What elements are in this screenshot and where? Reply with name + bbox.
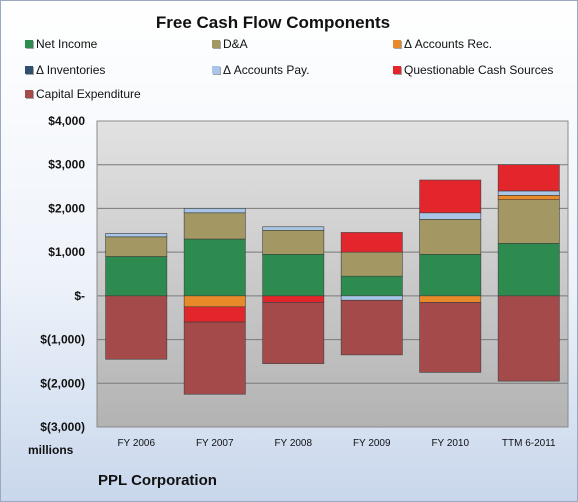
- y-tick-label: $3,000: [48, 158, 85, 172]
- bar-segment: [340, 275, 403, 297]
- bar-segment: [419, 212, 482, 220]
- bar-segment: [183, 306, 246, 323]
- legend-item-capital-expenditure: Capital Expenditure: [25, 87, 141, 101]
- bar-segment: [262, 302, 325, 364]
- legend-swatch: [25, 40, 33, 48]
- bar-segment: [419, 254, 482, 297]
- bar-segment: [419, 295, 482, 303]
- bar-segment: [419, 219, 482, 255]
- chart-legend: Net Income D&A Δ Accounts Rec. Δ Invento…: [0, 0, 578, 110]
- legend-item-accounts-rec: Δ Accounts Rec.: [393, 37, 492, 51]
- legend-label: Questionable Cash Sources: [404, 63, 554, 77]
- plot-area: [97, 121, 568, 427]
- bar-segment: [340, 232, 403, 253]
- x-tick-label: FY 2006: [117, 438, 155, 449]
- bar-segment: [183, 238, 246, 297]
- bar-segment: [262, 229, 325, 255]
- legend-label: Δ Accounts Pay.: [223, 63, 310, 77]
- bar-segment: [183, 212, 246, 240]
- bar-segment: [419, 302, 482, 373]
- bar-segment: [497, 190, 560, 196]
- bar-segment: [183, 208, 246, 214]
- y-tick-label: $(3,000): [40, 420, 85, 434]
- bar-segment: [497, 243, 560, 297]
- legend-item-accounts-pay: Δ Accounts Pay.: [212, 63, 310, 77]
- bar-segment: [340, 295, 403, 301]
- legend-item-da: D&A: [212, 37, 248, 51]
- legend-swatch: [393, 40, 401, 48]
- x-tick-label: FY 2009: [353, 438, 391, 449]
- legend-swatch: [25, 90, 33, 98]
- y-tick-label: $(1,000): [40, 333, 85, 347]
- x-tick-label: FY 2010: [431, 438, 469, 449]
- legend-swatch: [393, 66, 401, 74]
- bar-segment: [497, 295, 560, 382]
- legend-label: Capital Expenditure: [36, 87, 141, 101]
- bar-segment: [105, 233, 168, 238]
- company-name: PPL Corporation: [98, 472, 217, 489]
- legend-label: Δ Inventories: [36, 63, 106, 77]
- y-tick-label: $-: [74, 289, 85, 303]
- legend-label: D&A: [223, 37, 248, 51]
- unit-label: millions: [28, 443, 74, 457]
- legend-swatch: [212, 40, 220, 48]
- y-tick-label: $1,000: [48, 245, 85, 259]
- x-tick-label: TTM 6-2011: [502, 438, 556, 449]
- legend-item-net-income: Net Income: [25, 37, 97, 51]
- bar-segment: [497, 195, 560, 200]
- bar-segment: [105, 236, 168, 257]
- legend-label: Net Income: [36, 37, 98, 51]
- legend-swatch: [25, 66, 33, 74]
- bar-segment: [419, 179, 482, 214]
- bar-segment: [262, 254, 325, 297]
- chart-title: Free Cash Flow Components: [155, 13, 391, 32]
- x-tick-label: FY 2007: [196, 438, 234, 449]
- y-tick-label: $(2,000): [40, 376, 85, 390]
- legend-item-questionable-cash-sources: Questionable Cash Sources: [393, 63, 553, 77]
- bar-segment: [340, 299, 403, 356]
- bar-segment: [340, 251, 403, 277]
- legend-swatch: [212, 66, 220, 74]
- legend-item-inventories: Δ Inventories: [25, 63, 105, 77]
- y-tick-label: $2,000: [48, 201, 85, 215]
- bar-segment: [497, 199, 560, 244]
- bar-segment: [497, 164, 560, 192]
- x-tick-label: FY 2008: [274, 438, 312, 449]
- y-tick-label: $4,000: [48, 114, 85, 128]
- bar-segment: [105, 295, 168, 360]
- bar-segment: [105, 256, 168, 297]
- legend-label: Δ Accounts Rec.: [404, 37, 493, 51]
- bar-segment: [262, 295, 325, 303]
- plot-border: [96, 120, 569, 428]
- bar-segment: [183, 321, 246, 395]
- bar-segment: [262, 226, 325, 231]
- bar-segment: [183, 295, 246, 308]
